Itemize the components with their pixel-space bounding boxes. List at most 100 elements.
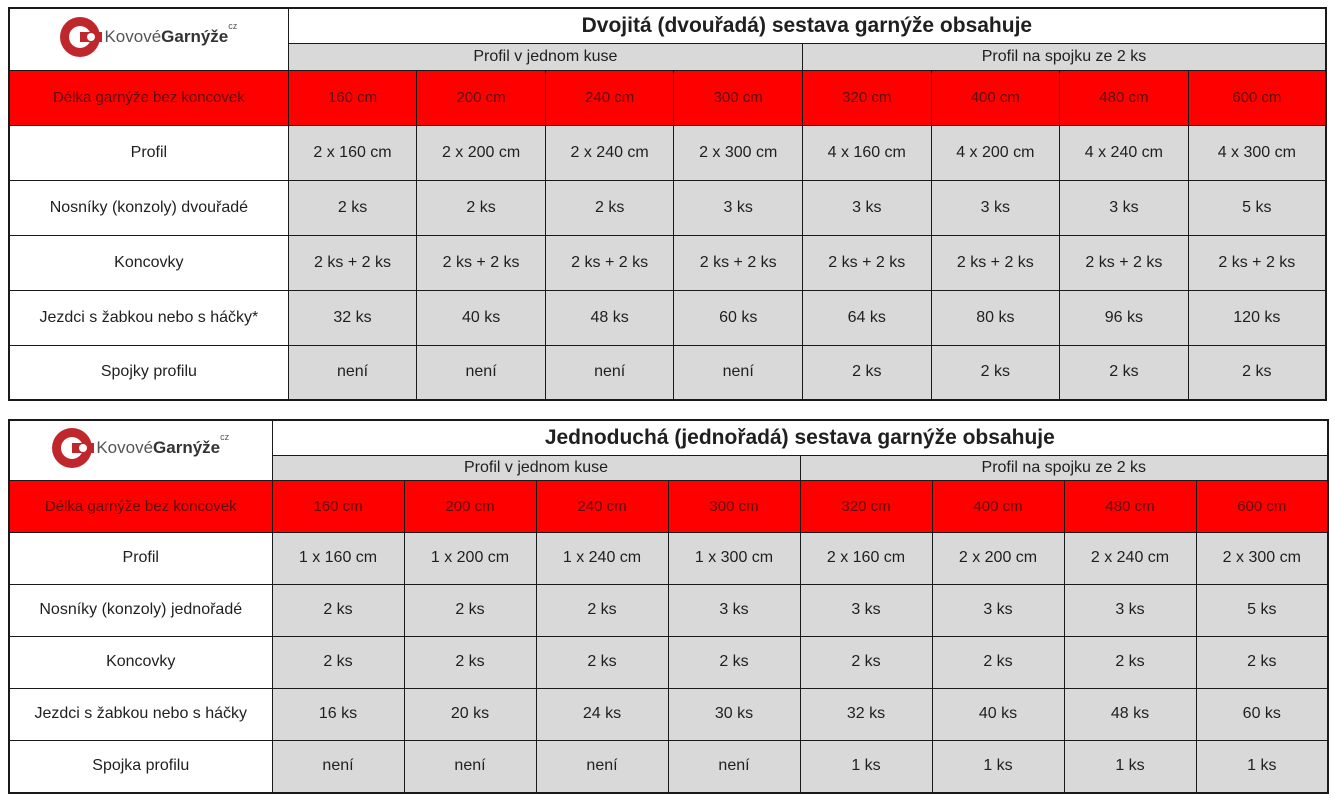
table-cell: 2 ks bbox=[930, 344, 1061, 401]
table-cell: 2 ks bbox=[287, 179, 418, 236]
row-label: Nosníky (konzoly) jednořadé bbox=[8, 583, 273, 637]
row-label: Jezdci s žabkou nebo s háčky* bbox=[8, 289, 289, 346]
table-cell: 300 cm bbox=[667, 479, 801, 533]
table-cell: 2 ks bbox=[931, 635, 1065, 689]
double-set-table: KovovéGarnýžecz Dvojitá (dvouřadá) sesta… bbox=[8, 7, 1327, 401]
table-cell: 2 ks bbox=[403, 583, 537, 637]
table-cell: není bbox=[403, 739, 537, 794]
table-cell: 160 cm bbox=[287, 69, 418, 126]
brand-logo: KovovéGarnýžecz bbox=[8, 7, 289, 71]
table-cell: 2 ks bbox=[403, 635, 537, 689]
table-cell: 1 ks bbox=[1063, 739, 1197, 794]
row-label: Spojka profilu bbox=[8, 739, 273, 794]
table-cell: není bbox=[535, 739, 669, 794]
table-cell: 2 ks bbox=[535, 635, 669, 689]
table-cell: 2 ks + 2 ks bbox=[544, 234, 675, 291]
row-label: Profil bbox=[8, 531, 273, 585]
table-cell: 200 cm bbox=[416, 69, 546, 126]
table-cell: 32 ks bbox=[799, 687, 933, 741]
table-row: Délka garnýže bez koncovek 160 cm 200 cm 24… bbox=[8, 479, 1329, 533]
table-cell: 2 ks bbox=[799, 635, 933, 689]
table-cell: 2 x 300 cm bbox=[1195, 531, 1329, 585]
table-cell: 2 x 160 cm bbox=[287, 124, 418, 181]
table-row: Nosníky (konzoly) dvouřadé 2 ks 2 ks 2 ks 3 … bbox=[8, 179, 1327, 236]
table-cell: 2 x 300 cm bbox=[673, 124, 803, 181]
single-set-table: KovovéGarnýžecz Jednoduchá (jednořadá) s… bbox=[8, 419, 1330, 794]
table-cell: 5 ks bbox=[1195, 583, 1329, 637]
table-cell: 48 ks bbox=[1063, 687, 1197, 741]
table-cell: 3 ks bbox=[930, 179, 1061, 236]
table-cell: 2 x 240 cm bbox=[1063, 531, 1197, 585]
table-cell: 400 cm bbox=[930, 69, 1061, 126]
row-label: Koncovky bbox=[8, 635, 273, 689]
table-title: Dvojitá (dvouřadá) sestava garnýže obsah… bbox=[287, 7, 1327, 44]
row-label: Jezdci s žabkou nebo s háčky bbox=[8, 687, 273, 741]
table-cell: 2 ks + 2 ks bbox=[1187, 234, 1327, 291]
table-cell: 1 ks bbox=[799, 739, 933, 794]
table-row: Nosníky (konzoly) jednořadé 2 ks 2 ks 2 ks 3… bbox=[8, 583, 1329, 637]
table-cell: 4 x 200 cm bbox=[930, 124, 1061, 181]
row-label: Koncovky bbox=[8, 234, 289, 291]
table-cell: 2 x 200 cm bbox=[416, 124, 546, 181]
group-header: Profil v jednom kuse bbox=[287, 42, 803, 71]
table-cell: není bbox=[271, 739, 405, 794]
table-cell: 1 x 200 cm bbox=[403, 531, 537, 585]
table-cell: 2 ks bbox=[544, 179, 675, 236]
table-row: Spojky profilu není není není není 2 ks 2 ks 2 … bbox=[8, 344, 1327, 401]
table-cell: 60 ks bbox=[673, 289, 803, 346]
table-cell: 1 x 160 cm bbox=[271, 531, 405, 585]
table-row: Koncovky 2 ks + 2 ks 2 ks + 2 ks 2 ks + 2 k… bbox=[8, 234, 1327, 291]
table-cell: 1 x 240 cm bbox=[535, 531, 669, 585]
table-cell: 300 cm bbox=[673, 69, 803, 126]
table-cell: není bbox=[287, 344, 418, 401]
table-cell: 3 ks bbox=[673, 179, 803, 236]
table-row: Koncovky 2 ks 2 ks 2 ks 2 ks 2 ks 2 ks 2 ks 2 ks bbox=[8, 635, 1329, 689]
table-cell: 16 ks bbox=[271, 687, 405, 741]
table-cell: 320 cm bbox=[799, 479, 933, 533]
table-row: Délka garnýže bez koncovek 160 cm 200 cm 24… bbox=[8, 69, 1327, 126]
table-cell: 400 cm bbox=[931, 479, 1065, 533]
table-cell: 3 ks bbox=[931, 583, 1065, 637]
table-cell: 2 ks + 2 ks bbox=[287, 234, 418, 291]
table-cell: 2 ks bbox=[1187, 344, 1327, 401]
table-cell: 60 ks bbox=[1195, 687, 1329, 741]
group-header: Profil na spojku ze 2 ks bbox=[799, 454, 1329, 481]
table-cell: 1 x 300 cm bbox=[667, 531, 801, 585]
table-cell: 2 ks bbox=[271, 635, 405, 689]
table-cell: 2 ks bbox=[535, 583, 669, 637]
logo-icon bbox=[60, 16, 103, 57]
table-cell: 2 ks + 2 ks bbox=[1059, 234, 1189, 291]
table-cell: není bbox=[416, 344, 546, 401]
table-cell: není bbox=[667, 739, 801, 794]
table-cell: 200 cm bbox=[403, 479, 537, 533]
table-cell: 240 cm bbox=[535, 479, 669, 533]
table-cell: 2 ks bbox=[416, 179, 546, 236]
table-cell: 3 ks bbox=[1059, 179, 1189, 236]
table-cell: 64 ks bbox=[801, 289, 932, 346]
table-cell: 20 ks bbox=[403, 687, 537, 741]
table-cell: 2 ks bbox=[667, 635, 801, 689]
brand-logo: KovovéGarnýžecz bbox=[8, 419, 273, 481]
table-cell: 2 ks bbox=[1063, 635, 1197, 689]
row-label: Profil bbox=[8, 124, 289, 181]
table-cell: 4 x 160 cm bbox=[801, 124, 932, 181]
table-cell: 32 ks bbox=[287, 289, 418, 346]
table-cell: 600 cm bbox=[1187, 69, 1327, 126]
table-cell: 3 ks bbox=[799, 583, 933, 637]
table-cell: 120 ks bbox=[1187, 289, 1327, 346]
table-title: Jednoduchá (jednořadá) sestava garnýže o… bbox=[271, 419, 1329, 456]
table-row: Jezdci s žabkou nebo s háčky* 32 ks 40 ks 4… bbox=[8, 289, 1327, 346]
table-cell: 600 cm bbox=[1195, 479, 1329, 533]
table-cell: 2 ks + 2 ks bbox=[416, 234, 546, 291]
row-label: Délka garnýže bez koncovek bbox=[8, 69, 289, 126]
table-cell: 3 ks bbox=[801, 179, 932, 236]
table-cell: 320 cm bbox=[801, 69, 932, 126]
table-cell: 1 ks bbox=[931, 739, 1065, 794]
table-row: Spojka profilu není není není není 1 ks 1 ks 1 … bbox=[8, 739, 1329, 794]
table-cell: 5 ks bbox=[1187, 179, 1327, 236]
table-cell: 2 ks + 2 ks bbox=[930, 234, 1061, 291]
table-cell: 96 ks bbox=[1059, 289, 1189, 346]
table-cell: 480 cm bbox=[1063, 479, 1197, 533]
table-cell: 2 ks bbox=[1059, 344, 1189, 401]
table-cell: 2 ks bbox=[1195, 635, 1329, 689]
